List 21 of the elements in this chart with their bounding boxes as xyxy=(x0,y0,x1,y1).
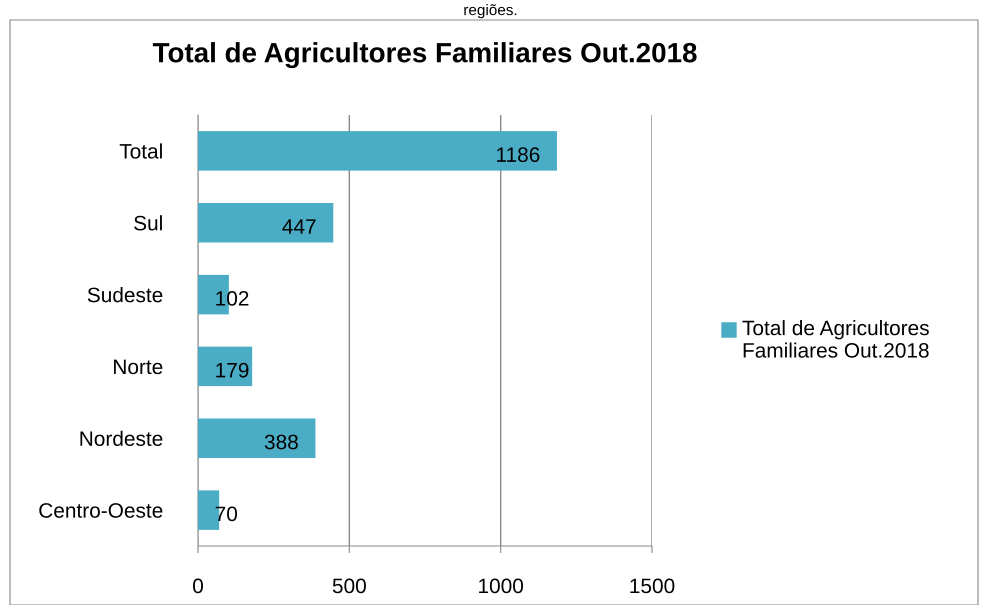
data-label: 388 xyxy=(264,434,298,450)
x-tick-label: 0 xyxy=(193,578,203,594)
y-tick-label: Total xyxy=(120,143,162,159)
bar xyxy=(198,418,316,458)
bar xyxy=(198,131,557,171)
bar xyxy=(198,346,252,386)
legend-label: Total de Agricultores Familiares Out.2018 xyxy=(742,320,929,358)
data-label: 1186 xyxy=(497,147,540,162)
y-tick-label: Norte xyxy=(114,360,162,374)
data-label: 447 xyxy=(282,219,316,234)
x-tick-label: 1000 xyxy=(479,578,524,594)
y-tick-label: Sul xyxy=(134,215,162,231)
bar xyxy=(198,202,334,243)
chart-title: Total de Agricultores Familiares Out.2018 xyxy=(152,42,697,68)
y-tick-label: Nordeste xyxy=(80,430,162,446)
text: regiões. xyxy=(464,4,516,18)
y-tick-label: Centro-Oeste xyxy=(39,503,162,518)
x-tick-label: 1500 xyxy=(630,578,674,594)
y-tick-label: Sudeste xyxy=(88,287,162,302)
data-label: 179 xyxy=(216,362,248,378)
x-tick-label: 500 xyxy=(332,578,366,594)
